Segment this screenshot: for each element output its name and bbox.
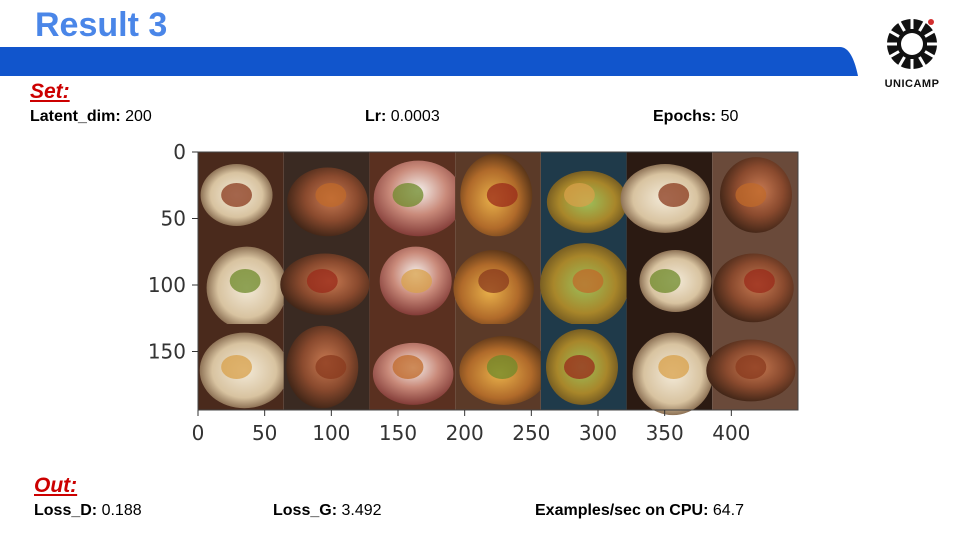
generated-image-19 [540, 324, 627, 410]
x-tick-label: 200 [446, 421, 484, 445]
generated-image-14 [712, 238, 798, 324]
y-tick-label: 50 [161, 206, 186, 230]
param-loss-d: Loss_D: 0.188 [34, 502, 142, 520]
x-tick-label: 100 [312, 421, 350, 445]
param-lr: Lr: 0.0003 [365, 108, 440, 126]
param-loss-g-name: Loss_G: [273, 502, 338, 519]
x-tick-label: 400 [712, 421, 750, 445]
generated-image-8 [198, 238, 288, 330]
generated-image-3 [369, 152, 463, 238]
generated-image-16 [283, 324, 370, 410]
unicamp-logo-icon [885, 17, 939, 71]
title-banner [0, 47, 858, 76]
param-latent-dim-name: Latent_dim: [30, 108, 121, 125]
y-tick-label: 100 [148, 273, 186, 297]
plot-frame [197, 151, 799, 411]
param-loss-g-value: 3.492 [341, 502, 382, 519]
param-epochs: Epochs: 50 [653, 108, 738, 126]
generated-image-15 [198, 324, 289, 410]
param-examples-per-sec: Examples/sec on CPU: 64.7 [535, 502, 744, 520]
generated-image-12 [540, 238, 630, 326]
param-epochs-name: Epochs: [653, 108, 717, 125]
x-tick-label: 350 [646, 421, 684, 445]
plot-axes: 0 50 100 150 200 250 300 350 400 0 50 100 150 [148, 140, 799, 445]
generated-image-11 [453, 238, 541, 326]
y-tick-label: 150 [148, 339, 186, 363]
generated-image-21 [706, 324, 798, 410]
x-tick-label: 150 [379, 421, 417, 445]
x-tick-label: 300 [579, 421, 617, 445]
param-examples-per-sec-value: 64.7 [712, 502, 744, 519]
generated-image-7 [712, 152, 798, 238]
slide-title: Result 3 [35, 6, 168, 44]
param-loss-d-value: 0.188 [101, 502, 142, 519]
generated-image-5 [540, 152, 628, 238]
param-examples-per-sec-name: Examples/sec on CPU: [535, 502, 709, 519]
set-label: Set: [30, 80, 70, 103]
generated-image-13 [626, 238, 713, 324]
param-lr-name: Lr: [365, 108, 387, 125]
generated-images-plot: 0 50 100 150 200 250 300 350 400 0 50 100 150 [148, 140, 799, 445]
generated-image-2 [283, 152, 370, 238]
generated-image-6 [620, 152, 713, 238]
logo-text: UNICAMP [884, 78, 940, 90]
generated-image-1 [198, 152, 284, 238]
generated-image-10 [369, 238, 456, 324]
param-lr-value: 0.0003 [390, 108, 440, 125]
generated-image-20 [626, 324, 714, 416]
param-latent-dim-value: 200 [125, 108, 152, 125]
out-label: Out: [34, 474, 78, 497]
generated-image-9 [280, 238, 370, 324]
x-tick-label: 50 [252, 421, 277, 445]
y-tick-label: 0 [173, 140, 186, 164]
x-tick-label: 250 [512, 421, 550, 445]
x-tick-label: 0 [192, 421, 205, 445]
param-epochs-value: 50 [720, 108, 739, 125]
param-loss-g: Loss_G: 3.492 [273, 502, 382, 520]
generated-image-17 [369, 324, 456, 410]
generated-image-4 [455, 152, 541, 238]
generated-image-18 [455, 324, 549, 410]
param-latent-dim: Latent_dim: 200 [30, 108, 152, 126]
image-grid [198, 152, 798, 416]
param-loss-d-name: Loss_D: [34, 502, 98, 519]
